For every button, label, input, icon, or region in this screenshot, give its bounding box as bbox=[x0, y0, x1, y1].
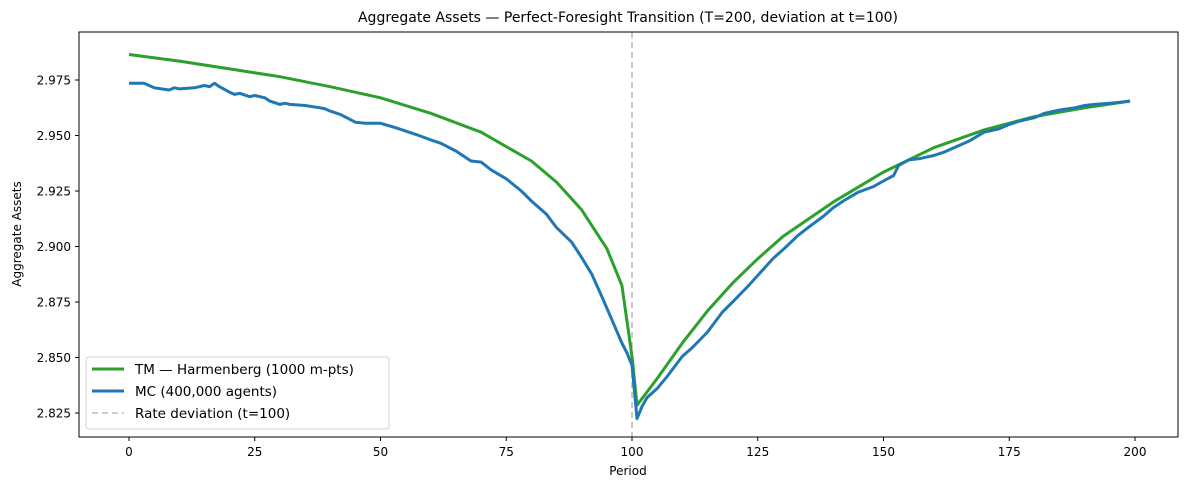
series-mc-line bbox=[129, 81, 1131, 421]
y-tick-label: 2.925 bbox=[37, 185, 71, 199]
x-tick-label: 175 bbox=[998, 445, 1021, 459]
y-tick-label: 2.850 bbox=[37, 351, 71, 365]
legend-label-mc: MC (400,000 agents) bbox=[135, 384, 277, 400]
plot-frame bbox=[78, 31, 1179, 438]
x-tick-label: 125 bbox=[746, 445, 769, 459]
legend: TM — Harmenberg (1000 m-pts) MC (400,000… bbox=[85, 356, 390, 430]
x-axis-ticks: 0 25 50 75 100 125 150 175 200 bbox=[125, 437, 1146, 459]
x-tick-label: 25 bbox=[247, 445, 262, 459]
x-tick-label: 200 bbox=[1124, 445, 1147, 459]
legend-label-vline: Rate deviation (t=100) bbox=[135, 406, 290, 422]
y-tick-label: 2.975 bbox=[37, 74, 71, 88]
legend-box bbox=[85, 356, 390, 430]
x-tick-label: 0 bbox=[125, 445, 133, 459]
y-tick-label: 2.875 bbox=[37, 296, 71, 310]
x-tick-label: 50 bbox=[373, 445, 388, 459]
y-tick-label: 2.900 bbox=[37, 240, 71, 254]
x-tick-label: 75 bbox=[499, 445, 514, 459]
y-axis-label: Aggregate Assets bbox=[10, 181, 24, 286]
x-axis-label: Period bbox=[609, 464, 646, 478]
x-tick-label: 100 bbox=[621, 445, 644, 459]
chart-title: Aggregate Assets — Perfect-Foresight Tra… bbox=[358, 10, 898, 26]
x-tick-label: 150 bbox=[872, 445, 895, 459]
y-tick-label: 2.950 bbox=[37, 129, 71, 143]
y-axis-ticks: 2.825 2.850 2.875 2.900 2.925 2.950 2.975 bbox=[37, 74, 79, 421]
legend-label-tm: TM — Harmenberg (1000 m-pts) bbox=[134, 362, 354, 378]
y-tick-label: 2.825 bbox=[37, 407, 71, 421]
series-lines bbox=[128, 53, 1131, 421]
